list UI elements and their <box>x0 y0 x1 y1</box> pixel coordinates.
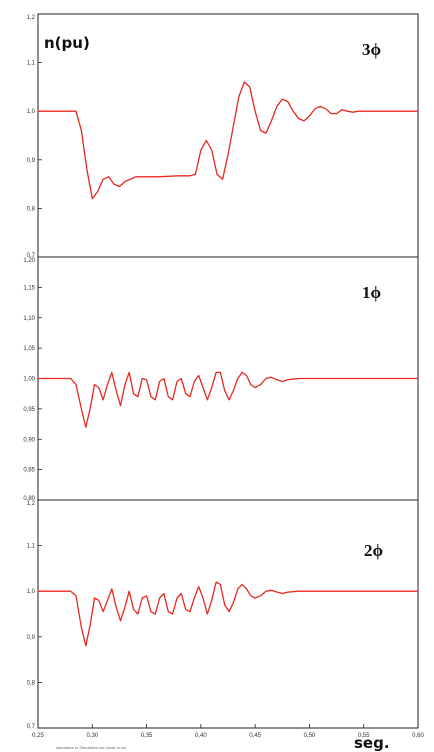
y-tick-label: 0,80 <box>23 496 35 502</box>
y-tick-label: 1,2 <box>27 501 36 507</box>
y-tick-label: 0,8 <box>27 680 36 686</box>
panel-2phase-trace <box>38 581 418 647</box>
x-tick-label: 0,30 <box>86 733 98 739</box>
y-tick-label: 1,00 <box>23 377 35 383</box>
panel-2phase: 1,21,11,00,90,80,7 0,25 0,30 0,35 0,40 0,45 0… <box>27 499 424 739</box>
y-tick-label: 1,05 <box>23 346 35 352</box>
y-tick-label: 1,10 <box>23 316 35 322</box>
x-axis-ticks: 0,25 0,30 0,35 0,40 0,45 0,50 0,55 0,60 <box>32 724 424 739</box>
y-tick-label: 0,95 <box>23 407 35 413</box>
x-tick-label: 0,35 <box>141 733 153 739</box>
x-tick-label: 0,25 <box>32 733 44 739</box>
y-tick-label: 1,0 <box>27 589 36 595</box>
y-tick-label: 0,7 <box>27 724 36 730</box>
panel-3phase-trace <box>38 81 418 200</box>
y-tick-label: 1,0 <box>27 109 36 115</box>
y-tick-label: 0,7 <box>27 253 36 259</box>
x-tick-label: 0,40 <box>195 733 207 739</box>
y-tick-label: 1,20 <box>23 258 35 264</box>
footnote: simulation in Simulation cut mode in cut <box>56 745 127 750</box>
y-tick-label: 0,8 <box>27 206 36 212</box>
y-tick-label: 1,1 <box>27 61 36 67</box>
panel-1phase-title: 1ϕ <box>362 283 381 302</box>
y-tick-label: 1,1 <box>27 544 36 550</box>
x-tick-label: 0,50 <box>304 733 316 739</box>
panel-1phase-y-ticks: 1,20 1,15 1,10 1,05 1,00 0,95 0,90 0,85 0,80 <box>23 256 42 502</box>
panel-3phase-title: 3ϕ <box>362 40 381 59</box>
y-tick-label: 0,85 <box>23 468 35 474</box>
panel-2phase-y-ticks: 1,2 1,1 1,0 0,9 0,8 0,7 <box>27 499 42 730</box>
y-tick-label: 1,2 <box>27 15 36 21</box>
x-tick-label: 0,45 <box>249 733 261 739</box>
y-tick-label: 0,9 <box>27 158 36 164</box>
xlabel: seg. <box>354 734 390 752</box>
panel-2phase-frame <box>37 499 419 729</box>
y-tick-label: 0,9 <box>27 635 36 641</box>
x-tick-label: 0,55 <box>358 733 370 739</box>
y-tick-label: 0,90 <box>23 437 35 443</box>
x-tick-label: 0,60 <box>412 733 424 739</box>
y-tick-label: 1,15 <box>23 285 35 291</box>
ylabel: n(pu) <box>44 34 90 52</box>
panel-2phase-title: 2ϕ <box>364 541 383 560</box>
panel-1phase-trace <box>38 371 418 428</box>
